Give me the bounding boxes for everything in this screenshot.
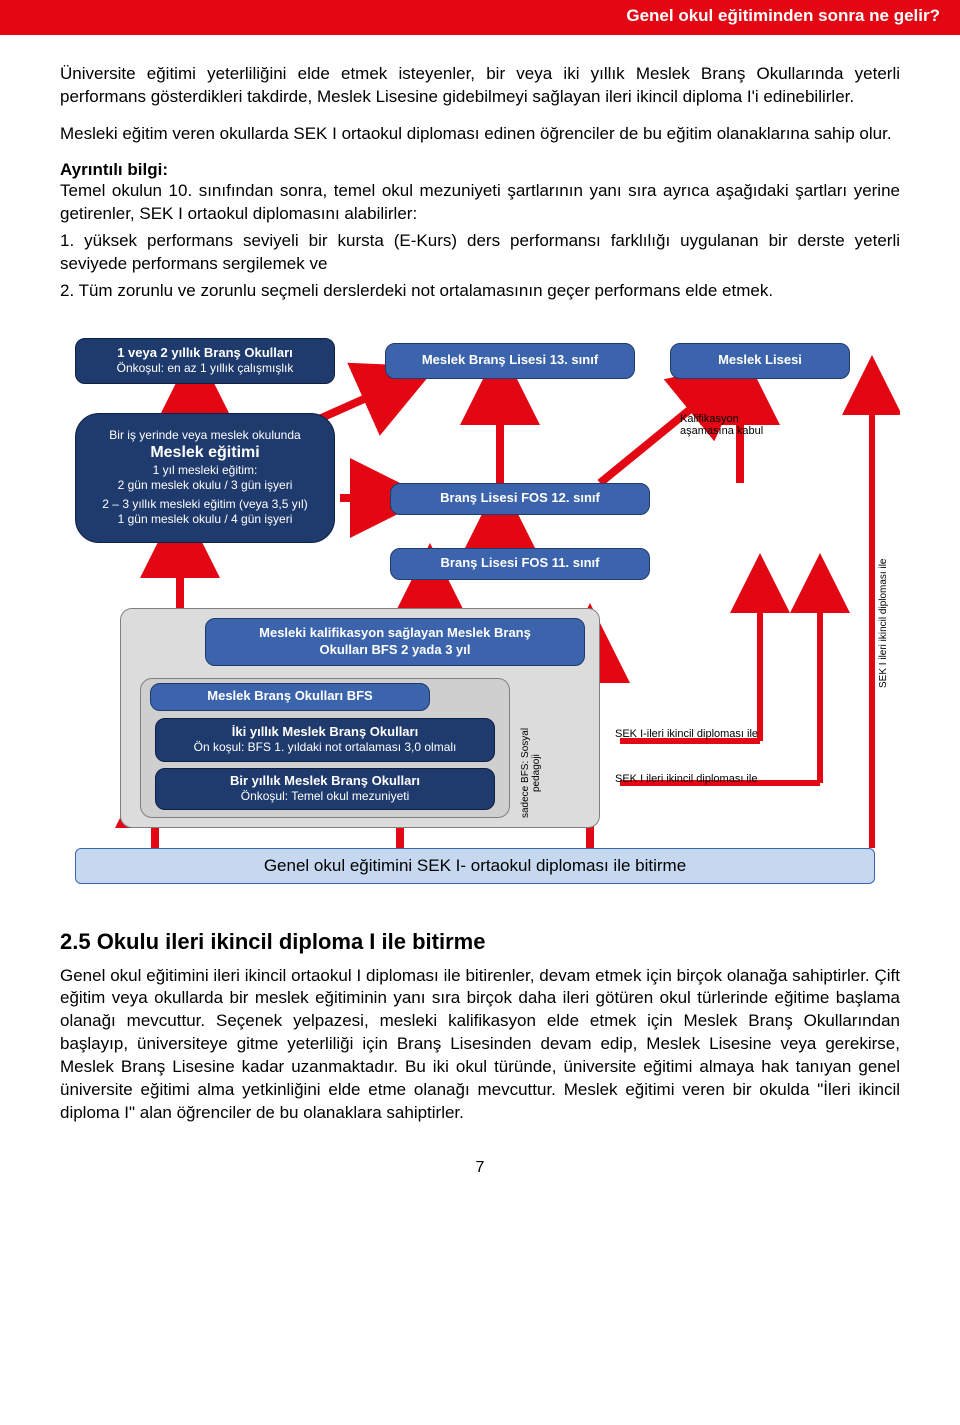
box-meslek-brans-lisesi-13: Meslek Branş Lisesi 13. sınıf: [385, 343, 635, 379]
box-fos12: Branş Lisesi FOS 12. sınıf: [390, 483, 650, 515]
meslek13-title: Meslek Branş Lisesi 13. sınıf: [422, 352, 598, 368]
fos12-title: Branş Lisesi FOS 12. sınıf: [440, 490, 600, 506]
detail-li1: 1. yüksek performans seviyeli bir kursta…: [60, 230, 900, 276]
mesleklisesi-title: Meslek Lisesi: [718, 352, 802, 368]
brans12-sub: Önkoşul: en az 1 yıllık çalışmışlık: [117, 361, 294, 376]
section-2-5-body: Genel okul eğitimini ileri ikincil ortao…: [60, 965, 900, 1126]
box-meslek-lisesi: Meslek Lisesi: [670, 343, 850, 379]
vtext-sosyal-pedagoji: sadece BFS: Sosyal pedagoji: [520, 723, 542, 823]
biryil-title: Bir yıllık Meslek Branş Okulları: [230, 773, 420, 789]
header-title: Genel okul eğitiminden sonra ne gelir?: [626, 6, 940, 25]
mkbfs-title: Mesleki kalifikasyon sağlayan Meslek Bra…: [259, 625, 531, 641]
sek-ileri-label-2: SEK I ileri ikincil diploması ile: [615, 773, 795, 785]
box-iki-yillik: İki yıllık Meslek Branş Okulları Ön koşu…: [155, 718, 495, 762]
kalifikasyon-label: Kalifikasyon aşamasına kabul: [680, 413, 820, 437]
fos11-title: Branş Lisesi FOS 11. sınıf: [441, 555, 600, 571]
detail-li2: 2. Tüm zorunlu ve zorunlu seçmeli dersle…: [60, 280, 900, 303]
header-bar: Genel okul eğitiminden sonra ne gelir?: [0, 0, 960, 35]
box-brans-okullari-12: 1 veya 2 yıllık Branş Okulları Önkoşul: …: [75, 338, 335, 384]
meslek-eg-l3: 2 – 3 yıllık mesleki eğitim (veya 3,5 yı…: [102, 497, 307, 512]
box-bir-yillik: Bir yıllık Meslek Branş Okulları Önkoşul…: [155, 768, 495, 810]
ikiyil-sub: Ön koşul: BFS 1. yıldaki not ortalaması …: [194, 740, 457, 755]
biryil-sub: Önkoşul: Temel okul mezuniyeti: [241, 789, 410, 804]
intro-p2: Mesleki eğitim veren okullarda SEK I ort…: [60, 123, 900, 146]
brans12-title: 1 veya 2 yıllık Branş Okulları: [117, 345, 293, 361]
page-body: Üniversite eğitimi yeterliliğini elde et…: [0, 35, 960, 1197]
meslek-eg-l1: 1 yıl mesleki eğitim:: [153, 463, 258, 478]
ikiyil-title: İki yıllık Meslek Branş Okulları: [232, 724, 418, 740]
vtext-sek-ileri: SEK I ileri ikincil diploması ile: [878, 523, 889, 723]
section-2-5-heading: 2.5 Okulu ileri ikincil diploma I ile bi…: [60, 929, 900, 955]
box-genel-okul-bitirme: Genel okul eğitimini SEK I- ortaokul dip…: [75, 848, 875, 884]
page-number: 7: [60, 1159, 900, 1177]
mbobfs-title: Meslek Branş Okulları BFS: [207, 688, 372, 704]
intro-p1: Üniversite eğitimi yeterliliğini elde et…: [60, 63, 900, 109]
meslek-eg-l4: 1 gün meslek okulu / 4 gün işyeri: [118, 512, 293, 527]
meslek-eg-title: Meslek eğitimi: [150, 443, 259, 463]
bottom-bar-text: Genel okul eğitimini SEK I- ortaokul dip…: [264, 856, 686, 876]
detail-heading: Ayrıntılı bilgi:: [60, 160, 900, 180]
sek-ileri-label-1: SEK I-ileri ikincil diploması ile: [615, 728, 795, 740]
detail-body: Temel okulun 10. sınıfından sonra, temel…: [60, 180, 900, 226]
box-mk-bfs: Mesleki kalifikasyon sağlayan Meslek Bra…: [205, 618, 585, 666]
box-meslek-egitimi: Bir iş yerinde veya meslek okulunda Mesl…: [75, 413, 335, 543]
meslek-eg-intro: Bir iş yerinde veya meslek okulunda: [109, 428, 300, 443]
kalif-l2: aşamasına kabul: [680, 425, 763, 437]
meslek-eg-l2: 2 gün meslek okulu / 3 gün işyeri: [118, 478, 293, 493]
box-mbo-bfs-header: Meslek Branş Okulları BFS: [150, 683, 430, 711]
box-fos11: Branş Lisesi FOS 11. sınıf: [390, 548, 650, 580]
education-pathway-diagram: 1 veya 2 yıllık Branş Okulları Önkoşul: …: [60, 323, 900, 903]
kalif-l1: Kalifikasyon: [680, 413, 739, 425]
mkbfs-sub: Okulları BFS 2 yada 3 yıl: [319, 642, 470, 658]
